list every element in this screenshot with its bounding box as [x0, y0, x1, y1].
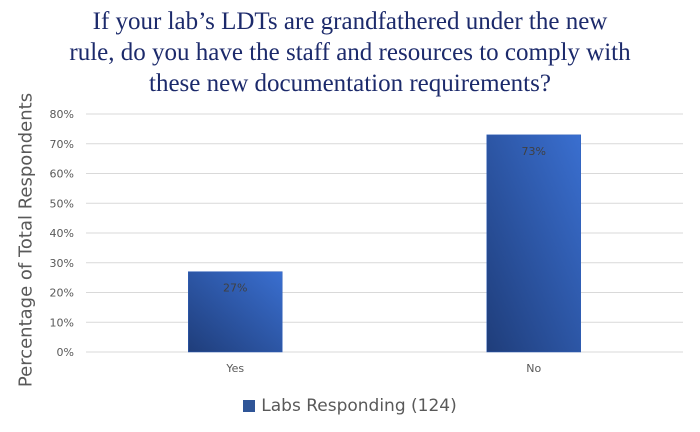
y-tick-label: 10%: [50, 316, 74, 329]
y-tick-label: 40%: [50, 227, 74, 240]
bar-no: [486, 134, 581, 353]
legend: Labs Responding (124): [0, 396, 700, 416]
chart-title: If your lab’s LDTs are grandfathered und…: [0, 6, 700, 99]
data-label: 73%: [522, 145, 546, 158]
y-tick-label: 80%: [50, 108, 74, 121]
x-tick-label: Yes: [225, 362, 244, 375]
y-tick-label: 70%: [50, 138, 74, 151]
x-tick-label: No: [526, 362, 541, 375]
chart-title-line: these new documentation requirements?: [149, 70, 551, 97]
y-tick-label: 0%: [57, 346, 74, 359]
y-tick-label: 20%: [50, 287, 74, 300]
chart-title-line: rule, do you have the staff and resource…: [69, 39, 631, 66]
y-tick-label: 50%: [50, 197, 74, 210]
y-tick-label: 60%: [50, 168, 74, 181]
legend-swatch: [243, 400, 256, 412]
chart-title-line: If your lab’s LDTs are grandfathered und…: [92, 8, 608, 35]
y-tick-label: 30%: [50, 257, 74, 270]
legend-label: Labs Responding (124): [261, 396, 457, 416]
bar-yes: [188, 271, 283, 353]
data-label: 27%: [223, 282, 247, 295]
